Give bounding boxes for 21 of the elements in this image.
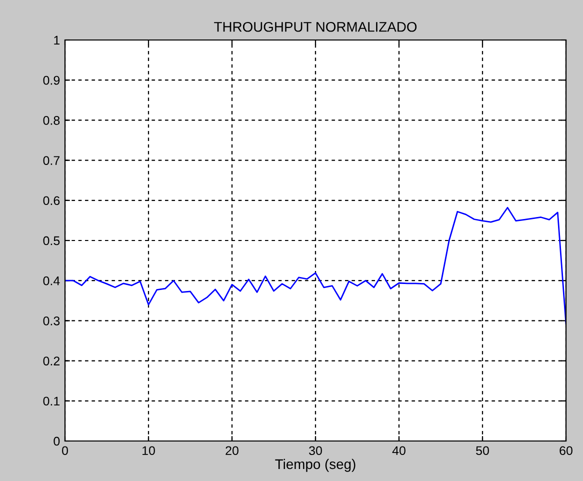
y-tick-label: 0.2 [43, 356, 60, 366]
x-tick-label: 0 [62, 446, 68, 456]
y-tick-label: 0.6 [43, 196, 60, 206]
x-tick-label: 10 [142, 446, 155, 456]
y-tick-label: 0.5 [43, 236, 60, 246]
y-tick-label: 0.9 [43, 76, 60, 85]
x-tick-label: 40 [392, 446, 406, 456]
x-axis-title: Tiempo (seg) [275, 458, 356, 472]
x-tick-label: 20 [226, 446, 238, 456]
y-tick-label: 0.7 [43, 156, 60, 165]
x-tick-label: 50 [476, 446, 489, 456]
y-tick-label: 0 [54, 436, 60, 446]
y-tick-label: 0.8 [43, 116, 60, 125]
x-tick-label: 60 [560, 446, 572, 456]
y-tick-label: 1 [54, 36, 60, 45]
x-tick-label: 30 [309, 446, 322, 456]
chart-title: THROUGHPUT NORMALIZADO [214, 22, 417, 32]
y-tick-label: 0.4 [43, 276, 60, 286]
y-tick-label: 0.3 [43, 316, 60, 326]
y-tick-label: 0.1 [43, 396, 60, 406]
line-series [65, 206, 566, 325]
